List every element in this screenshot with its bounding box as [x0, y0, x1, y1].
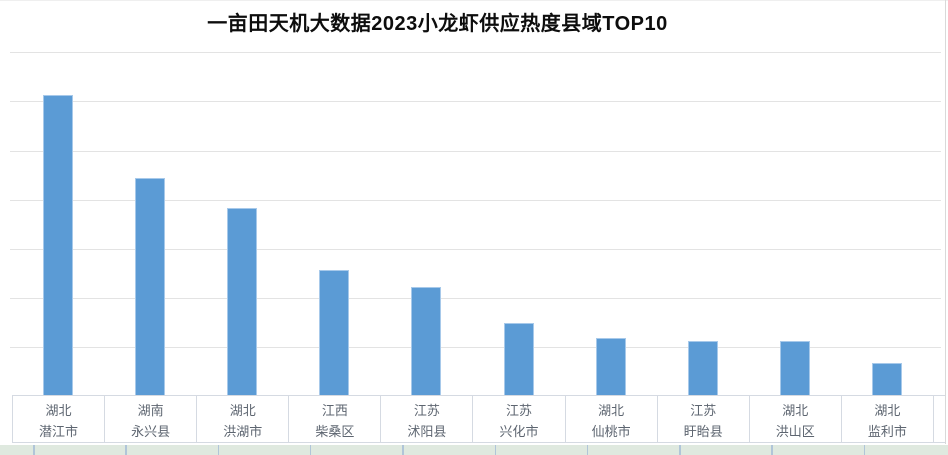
bar-5[interactable]: [411, 287, 442, 396]
category-province-label: 湖南: [137, 403, 164, 418]
category-county-label: 洪山区: [775, 424, 815, 439]
sheet-column-divider: [402, 445, 404, 455]
sheet-column-divider: [125, 445, 127, 455]
category-county-label: 永兴县: [131, 424, 171, 439]
category-county-label: 盱眙县: [683, 424, 723, 439]
bar-2[interactable]: [135, 177, 166, 396]
category-province-label: 江苏: [413, 403, 440, 418]
category-province-label: 湖北: [229, 403, 256, 418]
category-province-label: 江苏: [506, 403, 533, 418]
gridline: [10, 199, 941, 201]
sheet-column-divider: [217, 445, 220, 455]
category-county-label: 监利市: [867, 424, 907, 439]
category-cell-4: 江西 柴桑区: [289, 396, 382, 442]
category-county-label: 柴桑区: [315, 424, 355, 439]
category-cell-2: 湖南 永兴县: [105, 396, 198, 442]
sheet-column-divider: [586, 445, 589, 455]
top-edge-line: [0, 0, 948, 1]
bar-3[interactable]: [227, 208, 258, 396]
bar-6[interactable]: [503, 323, 534, 396]
gridline: [10, 248, 941, 250]
category-cell-1: 湖北 潜江市: [13, 396, 106, 442]
spreadsheet-row-strip: [0, 445, 948, 455]
bar-9[interactable]: [779, 341, 810, 396]
bar-10[interactable]: [871, 362, 902, 396]
category-cell-3: 湖北 洪湖市: [197, 396, 290, 442]
bar-8[interactable]: [687, 340, 718, 396]
sheet-column-divider: [494, 445, 496, 455]
sheet-column-divider: [863, 445, 866, 455]
category-province-label: 湖北: [598, 403, 625, 418]
category-province-label: 湖北: [45, 403, 72, 418]
category-cell-7: 湖北 仙桃市: [566, 396, 658, 442]
chart-right-border: [945, 0, 946, 444]
sheet-column-divider: [309, 445, 312, 455]
category-cell-10: 湖北 监利市: [842, 396, 934, 442]
sheet-column-divider: [679, 445, 681, 455]
bar-7[interactable]: [595, 337, 626, 396]
category-cell-5: 江苏 沭阳县: [381, 396, 474, 442]
gridline: [10, 101, 941, 103]
gridline: [10, 52, 941, 54]
category-county-label: 兴化市: [499, 424, 539, 439]
gridline: [10, 150, 941, 152]
gridline: [10, 346, 941, 348]
category-cell-9: 湖北 洪山区: [750, 396, 842, 442]
bar-1[interactable]: [43, 94, 74, 396]
sheet-column-divider: [33, 445, 35, 455]
category-cell-6: 江苏 兴化市: [473, 396, 566, 442]
category-county-label: 洪湖市: [223, 424, 263, 439]
category-province-label: 湖北: [782, 403, 809, 418]
sheet-column-divider: [771, 445, 773, 455]
gridline: [10, 297, 941, 299]
category-county-label: 沭阳县: [407, 424, 447, 439]
category-county-label: 仙桃市: [591, 424, 631, 439]
category-county-label: 潜江市: [39, 424, 79, 439]
category-axis: 湖北 潜江市 湖南 永兴县 湖北 洪湖市 江西 柴桑区 江苏 沭阳县 江苏 兴化市 湖北 仙桃市 江苏 盱眙县…: [12, 395, 945, 443]
category-province-label: 湖北: [874, 403, 901, 418]
category-province-label: 江西: [321, 403, 348, 418]
category-province-label: 江苏: [690, 403, 717, 418]
category-cell-8: 江苏 盱眙县: [658, 396, 750, 442]
chart-title: 一亩田天机大数据2023小龙虾供应热度县域TOP10: [207, 13, 668, 35]
bar-4[interactable]: [319, 270, 350, 396]
